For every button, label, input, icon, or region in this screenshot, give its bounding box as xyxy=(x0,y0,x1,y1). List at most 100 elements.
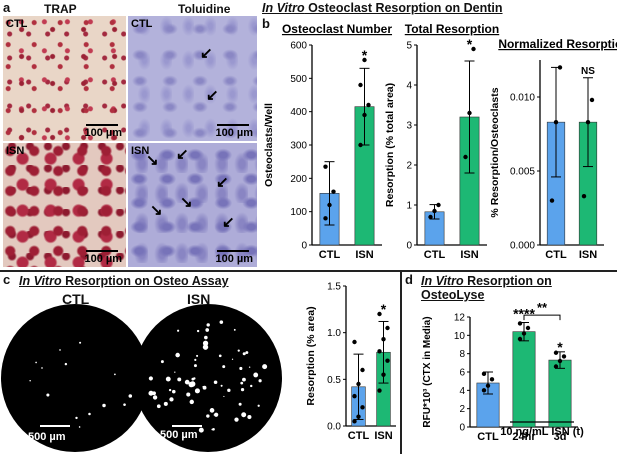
data-point xyxy=(467,110,472,116)
data-point xyxy=(358,142,363,148)
data-point xyxy=(323,164,328,169)
resorption-spot xyxy=(204,335,208,340)
data-point xyxy=(485,383,491,388)
resorption-spot xyxy=(245,351,249,355)
resorption-spot xyxy=(223,395,225,398)
y-tick-label: 0 xyxy=(406,241,412,252)
y-tick-label: 8 xyxy=(459,349,465,360)
col-header-trap: TRAP xyxy=(44,2,77,16)
y-tick-label: 0.010 xyxy=(510,93,535,104)
well-label-isn: ISN xyxy=(187,291,211,307)
resorption-spot xyxy=(184,379,190,385)
resorption-spot xyxy=(237,349,240,352)
y-tick-label: 6 xyxy=(459,368,465,379)
well-images xyxy=(1,304,282,452)
micrograph-toluidine-ctl: CTL ↙ ↙ 100 µm xyxy=(127,15,258,142)
data-point xyxy=(360,405,365,410)
micrograph-label-isn: ISN xyxy=(6,145,25,157)
resorption-spot xyxy=(255,374,258,377)
resorption-spot xyxy=(202,385,204,388)
resorption-spot xyxy=(206,414,210,418)
data-point xyxy=(549,198,555,203)
resorption-spot xyxy=(189,399,194,405)
resorption-spot xyxy=(212,428,215,431)
title-rest: Osteoclast Resorption on Dentin xyxy=(304,1,503,15)
data-point xyxy=(352,339,357,345)
data-point xyxy=(585,119,591,125)
title-italic: In Vitro xyxy=(262,1,305,15)
resorption-spot xyxy=(242,377,246,382)
scale-label: 100 µm xyxy=(215,127,253,139)
y-tick-label: 0.5 xyxy=(327,375,341,386)
data-point xyxy=(377,311,382,317)
significance-label: * xyxy=(557,339,563,355)
resorption-spot xyxy=(209,408,215,413)
y-tick-label: 2 xyxy=(406,161,412,172)
resorption-spot xyxy=(35,361,37,364)
data-point xyxy=(471,46,476,52)
y-tick-label: 5 xyxy=(406,41,412,52)
data-point xyxy=(331,189,336,194)
panel-c-letter: c xyxy=(3,272,11,287)
scale-label: 500 µm xyxy=(28,431,66,443)
panel-separator xyxy=(400,270,402,454)
resorption-spot xyxy=(186,392,191,397)
arrow-icon: ↙ xyxy=(206,87,219,104)
scale-label: 100 µm xyxy=(84,253,122,265)
resorption-spot xyxy=(79,341,82,344)
y-tick-label: 0 xyxy=(301,241,307,252)
resorption-spot xyxy=(102,403,106,408)
chart-total-resorption: Total Resorption Resorption (% total area… xyxy=(384,22,499,261)
resorption-spot xyxy=(238,402,242,406)
y-tick-label: 400 xyxy=(290,107,307,118)
scale-bar xyxy=(172,425,202,427)
y-tick-label: 1.0 xyxy=(327,328,341,339)
resorption-spot xyxy=(128,394,133,398)
resorption-spot xyxy=(193,364,197,368)
data-point xyxy=(323,216,328,221)
x-tick-label: ISN xyxy=(579,249,597,261)
scale-bar xyxy=(86,250,118,252)
y-tick-label: 2 xyxy=(459,404,465,415)
data-point xyxy=(557,358,563,364)
significance-label: NS xyxy=(581,66,595,77)
data-point xyxy=(517,321,523,326)
scale-bar xyxy=(40,425,70,427)
resorption-spot xyxy=(258,379,262,383)
resorption-spot xyxy=(114,373,116,376)
title-rest: Resorption on OsteoLyse xyxy=(421,274,552,302)
panel-d-title: In Vitro Resorption on OsteoLyse xyxy=(421,274,617,302)
resorption-spot xyxy=(202,340,209,346)
resorption-spot xyxy=(227,388,231,393)
panel-d-letter: d xyxy=(405,272,413,287)
resorption-spot xyxy=(175,352,180,358)
micrograph-trap-isn: ISN 100 µm xyxy=(2,142,127,268)
data-point xyxy=(481,388,487,393)
chart-normalized-resorption: Normalized Resorption % Resorption/Osteoc… xyxy=(489,37,617,261)
resorption-spot xyxy=(123,403,126,406)
data-point xyxy=(463,154,468,160)
data-point xyxy=(352,393,357,399)
well-image-ctl xyxy=(1,304,149,452)
resorption-spot xyxy=(206,323,210,327)
data-point xyxy=(377,388,382,393)
resorption-spot xyxy=(78,426,81,428)
x-tick-label: ISN xyxy=(374,430,392,442)
data-point xyxy=(432,208,437,214)
micrograph-trap-ctl: CTL 100 µm xyxy=(2,15,127,142)
x-tick-label: ISN xyxy=(460,249,478,261)
resorption-spot xyxy=(169,397,174,402)
chart-osteoclast-number: Osteoclast Number Osteoclasts/Well 0 100 200… xyxy=(263,22,392,261)
data-point xyxy=(385,358,390,363)
scale-bar xyxy=(217,250,249,252)
data-point xyxy=(553,350,559,355)
x-tick-label: 24hr xyxy=(512,431,536,443)
resorption-spot xyxy=(46,393,50,397)
resorption-spot xyxy=(218,354,222,358)
resorption-spot xyxy=(247,414,252,420)
resorption-spot xyxy=(213,414,215,416)
x-tick-label: 3d xyxy=(554,431,567,443)
y-tick-label: 4 xyxy=(406,81,412,92)
arrow-icon: ↘ xyxy=(146,152,159,169)
